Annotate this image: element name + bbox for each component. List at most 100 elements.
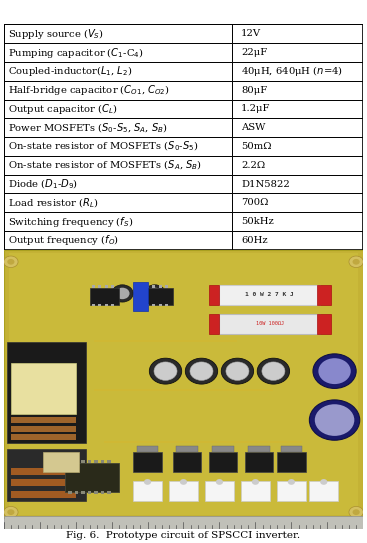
Circle shape (221, 358, 254, 384)
Bar (232, 175, 363, 193)
Text: 22μF: 22μF (241, 48, 267, 57)
Text: Coupled-inductor($L_1$, $L_2$): Coupled-inductor($L_1$, $L_2$) (8, 65, 132, 78)
Bar (7, 449, 86, 501)
Bar (81, 460, 85, 463)
Bar (169, 481, 198, 501)
Text: Output capacitor ($C_L$): Output capacitor ($C_L$) (8, 102, 118, 116)
Bar (68, 460, 72, 463)
Circle shape (149, 358, 182, 384)
Text: On-state resistor of MOSFETs ($S_A$, $S_B$): On-state resistor of MOSFETs ($S_A$, $S_… (8, 159, 202, 172)
Text: Pumping capacitor ($C_1$-C$_4$): Pumping capacitor ($C_1$-C$_4$) (8, 46, 143, 60)
Bar (317, 314, 331, 334)
Circle shape (112, 285, 133, 302)
Bar (212, 446, 234, 452)
Text: D1N5822: D1N5822 (241, 180, 290, 188)
Bar (232, 81, 363, 99)
Text: 12V: 12V (241, 29, 261, 39)
Bar (107, 460, 111, 463)
Circle shape (4, 507, 18, 518)
Bar (4, 43, 232, 62)
Text: Output frequency ($f_O$): Output frequency ($f_O$) (8, 233, 119, 248)
Text: 80μF: 80μF (241, 86, 267, 94)
Bar (11, 417, 76, 423)
Bar (173, 452, 201, 472)
Bar (146, 304, 149, 306)
Circle shape (154, 362, 177, 380)
Circle shape (226, 362, 249, 380)
Bar (146, 286, 149, 288)
Circle shape (257, 358, 290, 384)
Circle shape (190, 362, 213, 380)
Bar (105, 286, 108, 288)
Circle shape (309, 400, 360, 440)
Bar (209, 285, 219, 305)
Circle shape (180, 479, 187, 485)
Text: 60Hz: 60Hz (241, 236, 268, 245)
Bar (11, 479, 76, 487)
Bar (107, 491, 111, 494)
Bar (4, 193, 232, 212)
Bar (144, 288, 173, 305)
Text: 1.2μF: 1.2μF (241, 104, 270, 113)
Bar (94, 340, 237, 343)
Bar (7, 342, 86, 443)
Bar (219, 314, 320, 334)
Bar (209, 314, 219, 334)
Bar (232, 156, 363, 175)
Bar (98, 286, 101, 288)
Bar (317, 285, 331, 305)
Bar (232, 231, 363, 250)
Bar (4, 212, 232, 231)
Bar (81, 491, 85, 494)
Bar (92, 304, 95, 306)
Bar (165, 286, 168, 288)
Text: Load resistor ($R_L$): Load resistor ($R_L$) (8, 196, 99, 210)
Circle shape (144, 479, 151, 485)
Circle shape (349, 507, 363, 518)
Text: ASW: ASW (241, 123, 265, 132)
Bar (98, 304, 101, 306)
Text: Switching frequency ($f_S$): Switching frequency ($f_S$) (8, 214, 133, 229)
Circle shape (7, 259, 14, 264)
Bar (232, 137, 363, 156)
Bar (11, 468, 76, 475)
Circle shape (315, 404, 354, 436)
Bar (101, 460, 104, 463)
Bar (4, 81, 232, 99)
Text: Diode ($D_1$-$D_9$): Diode ($D_1$-$D_9$) (8, 177, 78, 191)
Bar (11, 434, 76, 440)
Bar (4, 24, 232, 43)
Bar (205, 481, 234, 501)
Text: 1 0 W 2 7 K J: 1 0 W 2 7 K J (246, 292, 294, 298)
Text: 2.2Ω: 2.2Ω (241, 161, 265, 170)
Bar (133, 452, 162, 472)
Text: 50kHz: 50kHz (241, 217, 274, 226)
Text: 700Ω: 700Ω (241, 198, 268, 207)
Bar (176, 446, 198, 452)
Bar (165, 304, 168, 306)
Circle shape (7, 509, 14, 515)
Text: 50mΩ: 50mΩ (241, 142, 272, 151)
Circle shape (349, 256, 363, 268)
Text: Half-bridge capacitor ($C_{O1}$, $C_{O2}$): Half-bridge capacitor ($C_{O1}$, $C_{O2}… (8, 83, 170, 97)
Bar (94, 491, 98, 494)
Bar (152, 304, 155, 306)
Bar (277, 481, 306, 501)
Bar (105, 304, 108, 306)
Circle shape (115, 288, 130, 299)
Bar (104, 441, 302, 443)
Bar (4, 99, 232, 118)
Bar (111, 304, 114, 306)
Bar (88, 491, 91, 494)
Circle shape (320, 479, 327, 485)
Circle shape (216, 479, 223, 485)
Bar (11, 363, 76, 414)
Bar (4, 62, 232, 81)
Bar (159, 286, 161, 288)
Bar (75, 460, 79, 463)
Bar (4, 137, 232, 156)
Bar (241, 481, 270, 501)
Bar (94, 460, 98, 463)
Circle shape (252, 479, 259, 485)
Bar (152, 286, 155, 288)
